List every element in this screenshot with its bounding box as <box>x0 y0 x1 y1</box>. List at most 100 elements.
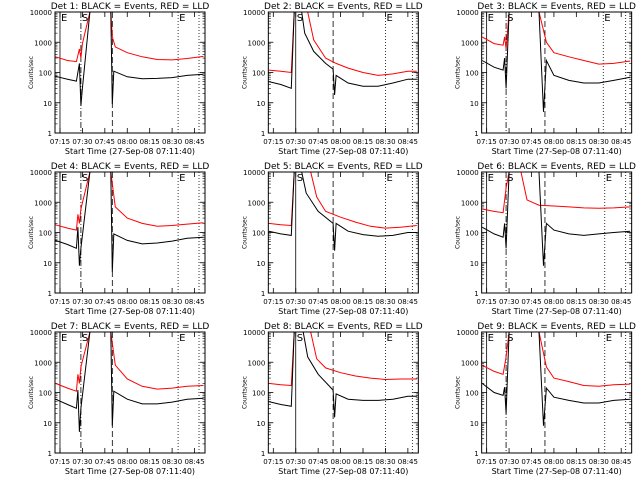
y-tick-label: 1000 <box>34 199 52 207</box>
x-tick-label: 07:45 <box>521 458 541 466</box>
y-tick-label: 10 <box>43 420 52 428</box>
x-tick-label: 08:15 <box>566 298 586 306</box>
x-tick-label: 08:15 <box>566 138 586 146</box>
y-tick-label: 100 <box>465 70 478 78</box>
x-tick-label: 08:45 <box>611 458 631 466</box>
x-tick-label: 08:00 <box>117 298 137 306</box>
y-tick-label: 10000 <box>456 329 478 337</box>
event-marker-label: E <box>386 173 392 184</box>
panel-title: Det 6: BLACK = Events, RED = LLD <box>477 162 636 172</box>
events-series-line <box>481 332 631 426</box>
x-tick-label: 07:15 <box>263 298 283 306</box>
plot-frame <box>267 11 419 134</box>
panel-title: Det 7: BLACK = Events, RED = LLD <box>51 322 210 332</box>
x-tick-label: 08:45 <box>184 138 204 146</box>
y-tick-label: 100 <box>39 390 52 398</box>
y-tick-label: 100 <box>465 230 478 238</box>
y-axis-label: Counts/sec <box>241 376 248 409</box>
y-tick-label: 1 <box>48 290 52 298</box>
event-marker-label: E <box>61 333 67 344</box>
x-tick-label: 08:00 <box>544 458 564 466</box>
x-tick-label: 07:30 <box>286 138 306 146</box>
x-tick-label: 07:15 <box>263 138 283 146</box>
event-marker-label: S <box>507 173 513 184</box>
events-series-line <box>481 172 631 266</box>
y-tick-label: 1000 <box>248 39 266 47</box>
x-axis-label: Start Time (27-Sep-08 07:11:40) <box>65 467 195 476</box>
y-axis-label: Counts/sec <box>28 216 35 249</box>
lld-series-line <box>268 12 417 76</box>
event-marker-label: E <box>488 333 494 344</box>
x-tick-label: 08:15 <box>353 458 373 466</box>
x-tick-label: 08:30 <box>162 458 182 466</box>
y-tick-label: 1 <box>48 130 52 138</box>
x-tick-label: 08:15 <box>140 458 160 466</box>
y-tick-label: 100 <box>39 70 52 78</box>
lld-series-line <box>481 12 631 65</box>
y-tick-label: 10 <box>470 420 479 428</box>
x-tick-label: 08:45 <box>184 298 204 306</box>
y-axis-label: Counts/sec <box>455 376 462 409</box>
event-marker-label: E <box>179 13 185 24</box>
events-series-line <box>268 332 417 418</box>
y-axis-label: Counts/sec <box>241 216 248 249</box>
events-series-line <box>268 12 417 96</box>
event-marker-label: E <box>606 173 612 184</box>
x-tick-label: 08:30 <box>375 298 395 306</box>
y-tick-label: 10000 <box>243 9 265 17</box>
y-tick-label: 100 <box>252 390 265 398</box>
y-tick-label: 10 <box>43 260 52 268</box>
panel-title: Det 8: BLACK = Events, RED = LLD <box>264 322 423 332</box>
detector-panel: Det 4: BLACK = Events, RED = LLD Counts/s… <box>28 162 209 316</box>
y-tick-label: 10 <box>256 100 265 108</box>
y-tick-label: 1000 <box>461 359 479 367</box>
y-tick-label: 1000 <box>248 359 266 367</box>
plot-frame <box>481 171 633 294</box>
plot-frame <box>481 11 633 134</box>
x-tick-label: 07:45 <box>95 458 115 466</box>
event-marker-label: E <box>386 333 392 344</box>
y-tick-label: 100 <box>252 230 265 238</box>
x-tick-label: 07:30 <box>499 138 519 146</box>
lld-series-line <box>268 332 417 387</box>
y-tick-label: 100 <box>39 230 52 238</box>
y-tick-label: 10 <box>43 100 52 108</box>
x-tick-label: 08:30 <box>375 138 395 146</box>
y-tick-label: 100 <box>252 70 265 78</box>
x-tick-label: 07:45 <box>95 298 115 306</box>
x-tick-label: 08:45 <box>398 138 418 146</box>
detector-panel: Det 1: BLACK = Events, RED = LLD Counts/s… <box>28 2 209 156</box>
plot-frame <box>54 11 206 134</box>
event-marker-label: E <box>488 173 494 184</box>
event-marker-label: E <box>61 13 67 24</box>
detector-panel: Det 7: BLACK = Events, RED = LLD Counts/s… <box>28 322 209 476</box>
events-series-line <box>268 172 417 251</box>
x-tick-label: 08:45 <box>398 298 418 306</box>
x-tick-label: 08:00 <box>117 458 137 466</box>
panel-title: Det 5: BLACK = Events, RED = LLD <box>264 162 423 172</box>
panel-title: Det 2: BLACK = Events, RED = LLD <box>264 2 423 12</box>
x-tick-label: 08:30 <box>375 458 395 466</box>
y-tick-label: 10000 <box>243 329 265 337</box>
lld-series-line <box>55 12 204 63</box>
y-tick-label: 1 <box>261 130 265 138</box>
x-tick-label: 07:15 <box>477 458 497 466</box>
x-axis-label: Start Time (27-Sep-08 07:11:40) <box>492 147 622 156</box>
detector-panel: Det 2: BLACK = Events, RED = LLD Counts/s… <box>241 2 422 156</box>
event-marker-label: E <box>606 333 612 344</box>
x-tick-label: 07:15 <box>50 138 70 146</box>
x-tick-label: 07:15 <box>50 298 70 306</box>
x-tick-label: 07:15 <box>477 298 497 306</box>
x-tick-label: 08:00 <box>330 458 350 466</box>
y-axis-label: Counts/sec <box>455 216 462 249</box>
x-tick-label: 08:30 <box>162 298 182 306</box>
detector-panel: Det 9: BLACK = Events, RED = LLD Counts/s… <box>455 322 636 476</box>
x-tick-label: 07:45 <box>521 298 541 306</box>
x-axis-label: Start Time (27-Sep-08 07:11:40) <box>278 147 408 156</box>
events-series-line <box>55 12 204 106</box>
y-tick-label: 10 <box>470 260 479 268</box>
event-marker-label: S <box>82 333 88 344</box>
y-tick-label: 10 <box>256 420 265 428</box>
x-tick-label: 07:45 <box>308 138 328 146</box>
x-tick-label: 07:45 <box>95 138 115 146</box>
